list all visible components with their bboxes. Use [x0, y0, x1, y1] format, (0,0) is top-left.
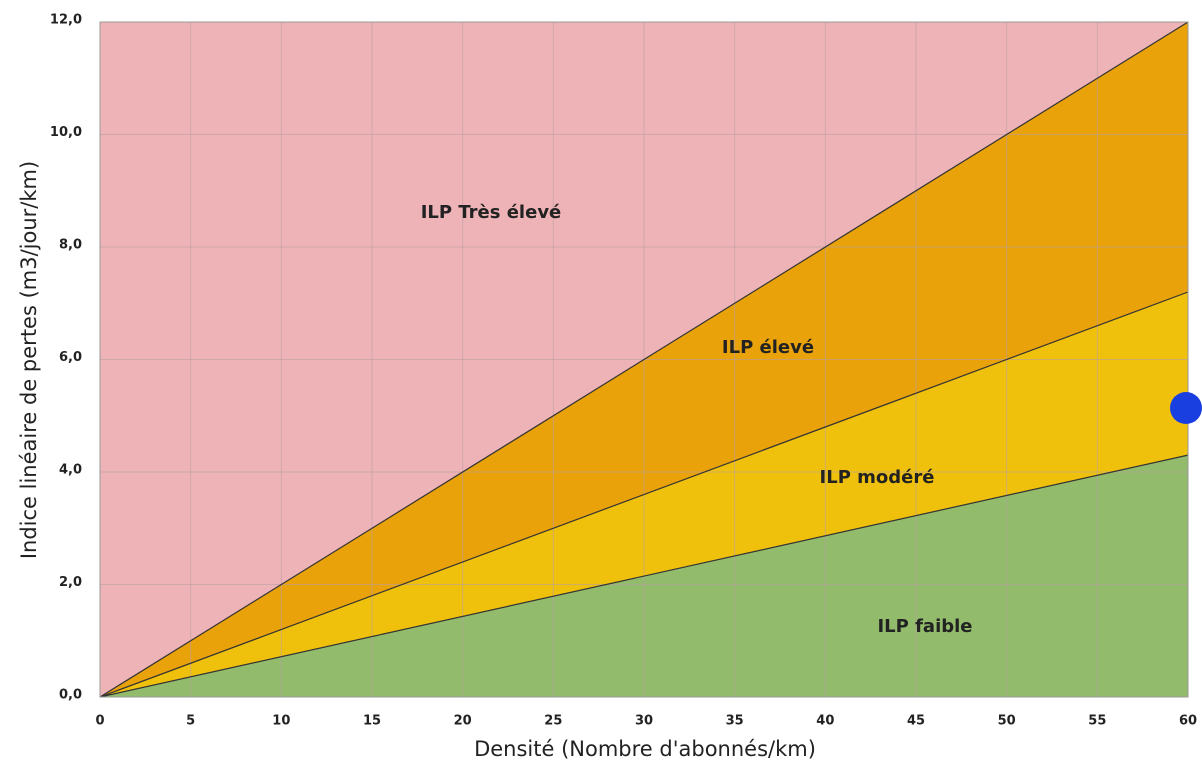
boundary-line — [99, 291, 1189, 698]
region-label: ILP modéré — [820, 467, 935, 488]
y-axis-title: Indice linéaire de pertes (m3/jour/km) — [17, 161, 41, 559]
plot-frame — [99, 21, 1189, 698]
x-tick-label: 20 — [454, 714, 472, 729]
y-tick-label: 0,0 — [59, 688, 82, 703]
y-tick-label: 8,0 — [59, 238, 82, 253]
boundary-line — [99, 454, 1189, 698]
y-tick-label: 10,0 — [50, 125, 82, 140]
x-axis-title: Densité (Nombre d'abonnés/km) — [474, 737, 816, 761]
y-tick-label: 4,0 — [59, 463, 82, 478]
y-tick-label: 12,0 — [50, 13, 82, 28]
cursor-dot — [1170, 392, 1202, 424]
foreground: ILP faible ILP modéré ILP élevé ILP Très él… — [50, 13, 1197, 729]
x-tick-label: 15 — [363, 714, 381, 729]
region-label: ILP élevé — [722, 337, 814, 358]
boundary-line — [99, 21, 1189, 698]
y-tick-label: 6,0 — [59, 350, 82, 365]
x-tick-label: 30 — [635, 714, 653, 729]
region-label: ILP Très élevé — [421, 202, 562, 223]
region-label: ILP faible — [877, 616, 972, 637]
x-tick-label: 10 — [272, 714, 290, 729]
x-tick-label: 45 — [907, 714, 925, 729]
x-tick-label: 5 — [186, 714, 195, 729]
x-tick-label: 25 — [544, 714, 562, 729]
y-tick-label: 2,0 — [59, 575, 82, 590]
x-tick-label: 0 — [95, 714, 104, 729]
x-tick-label: 60 — [1179, 714, 1197, 729]
x-tick-label: 50 — [998, 714, 1016, 729]
x-tick-label: 55 — [1088, 714, 1106, 729]
x-tick-label: 40 — [816, 714, 834, 729]
x-tick-label: 35 — [726, 714, 744, 729]
